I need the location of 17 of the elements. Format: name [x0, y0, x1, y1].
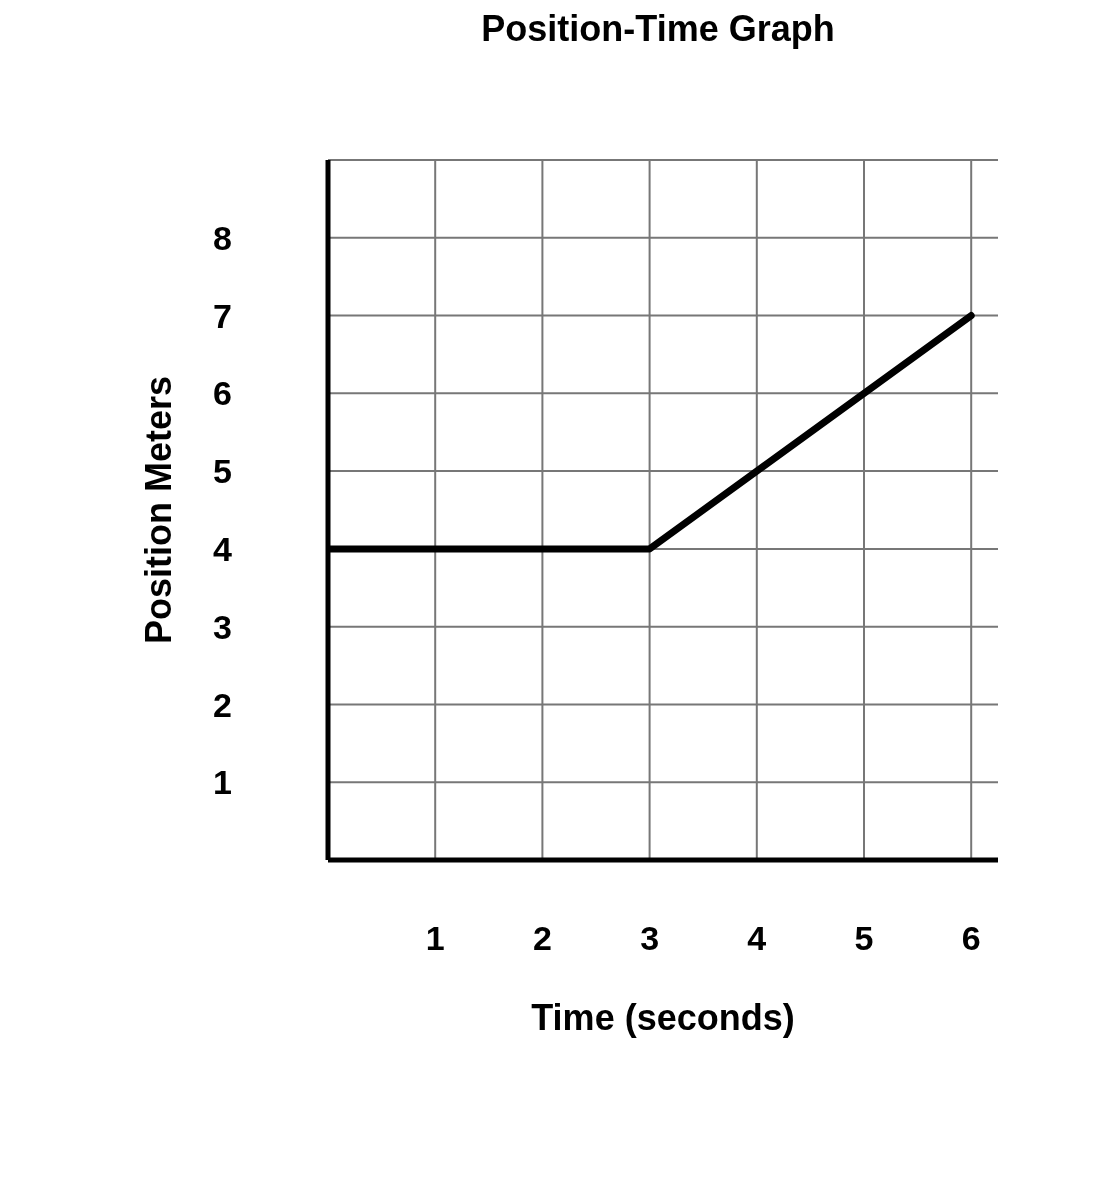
- x-tick-label: 6: [961, 919, 981, 958]
- x-axis-title: Time (seconds): [531, 997, 795, 1038]
- y-tick-label: 3: [213, 607, 232, 646]
- y-tick-label: 2: [213, 685, 232, 724]
- x-tick-label: 1: [425, 919, 445, 958]
- x-tick-label: 3: [640, 919, 660, 958]
- x-tick-label: 5: [854, 919, 874, 958]
- y-tick-label: 6: [213, 374, 232, 413]
- y-axis-title: Position Meters: [137, 375, 179, 645]
- x-tick-label: 4: [747, 919, 767, 958]
- y-tick-label: 5: [213, 452, 232, 491]
- x-tick-label: 2: [532, 919, 552, 958]
- chart-title: Position-Time Graph: [480, 8, 836, 50]
- y-tick-label: 8: [213, 218, 232, 257]
- y-tick-label: 4: [213, 529, 233, 568]
- y-tick-label: 1: [213, 763, 232, 802]
- y-tick-label: 7: [213, 296, 232, 335]
